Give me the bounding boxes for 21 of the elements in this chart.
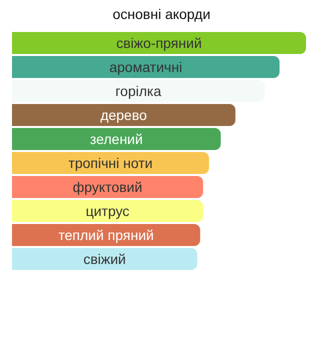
- bar: [12, 224, 200, 246]
- bar: [12, 152, 209, 174]
- bar: [12, 32, 306, 54]
- y-tick-label: фруктовий: [72, 179, 142, 195]
- bar: [12, 80, 265, 102]
- bar: [12, 56, 280, 78]
- y-tick-label: теплий пряний: [58, 227, 154, 243]
- chart-title: основні акорди: [112, 6, 210, 22]
- y-tick-label: зелений: [90, 131, 143, 147]
- y-tick-label: свіжий: [83, 251, 126, 267]
- y-tick-label: тропічні ноти: [68, 155, 153, 171]
- y-tick-label: ароматичні: [109, 59, 182, 75]
- y-tick-label: цитрус: [86, 203, 130, 219]
- y-tick-label: дерево: [100, 107, 148, 123]
- bar: [12, 176, 204, 198]
- y-tick-label: горілка: [115, 83, 162, 99]
- bar: [12, 200, 204, 222]
- bar: [12, 248, 198, 270]
- bar: [12, 128, 221, 150]
- y-tick-label: свіжо-пряний: [116, 35, 202, 51]
- bar: [12, 104, 236, 126]
